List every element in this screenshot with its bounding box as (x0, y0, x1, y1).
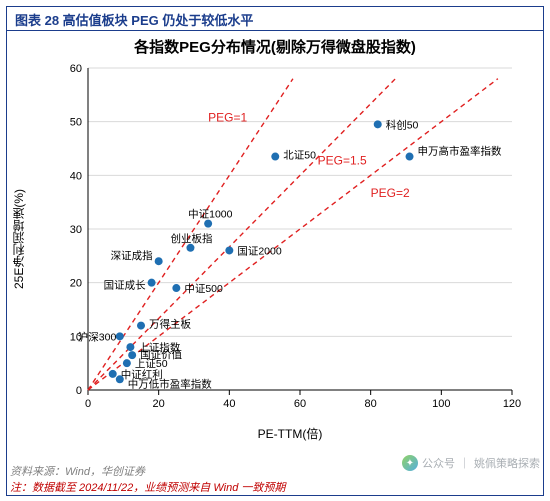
chart-area: 各指数PEG分布情况(剔除万得微盘股指数) 25E净利润增速(%) 010203… (6, 30, 544, 450)
svg-text:60: 60 (70, 63, 82, 75)
plot-region: 0102030405060020406080100120PEG=1PEG=1.5… (60, 64, 520, 414)
figure-caption: 图表 28 高估值板块 PEG 仍处于较低水平 (7, 7, 543, 31)
svg-text:20: 20 (153, 398, 165, 410)
svg-text:60: 60 (294, 398, 306, 410)
svg-text:沪深300: 沪深300 (78, 330, 117, 343)
note-line: 注：数据截至 2024/11/22，业绩预测来自 Wind 一致预期 (10, 481, 540, 497)
svg-text:创业板指: 创业板指 (170, 232, 212, 245)
y-axis-label: 25E净利润增速(%) (10, 189, 27, 289)
svg-text:中万低市盈率指数: 中万低市盈率指数 (128, 377, 212, 390)
svg-text:PEG=1.5: PEG=1.5 (318, 154, 367, 168)
svg-text:100: 100 (432, 398, 450, 410)
svg-text:PEG=1: PEG=1 (208, 111, 247, 125)
x-axis-label: PE-TTM(倍) (60, 425, 520, 442)
svg-text:PEG=2: PEG=2 (371, 186, 410, 200)
svg-text:0: 0 (85, 398, 91, 410)
y-axis-label-container: 25E净利润增速(%) (10, 64, 26, 414)
svg-text:0: 0 (76, 385, 82, 397)
scatter-svg: 0102030405060020406080100120PEG=1PEG=1.5… (60, 64, 520, 414)
svg-text:国证成长: 国证成长 (104, 280, 146, 292)
svg-text:科创50: 科创50 (386, 118, 419, 131)
svg-text:北证50: 北证50 (283, 150, 316, 162)
source-line: 资料来源：Wind，华创证券 (10, 465, 540, 481)
svg-text:40: 40 (70, 170, 82, 182)
svg-text:30: 30 (70, 224, 82, 236)
svg-text:万得主板: 万得主板 (149, 318, 191, 331)
svg-text:深证成指: 深证成指 (111, 249, 153, 262)
svg-text:中证500: 中证500 (184, 282, 223, 295)
svg-text:中证1000: 中证1000 (188, 208, 233, 221)
svg-text:申万高市盈率指数: 申万高市盈率指数 (418, 145, 502, 158)
chart-title: 各指数PEG分布情况(剔除万得微盘股指数) (6, 30, 544, 57)
svg-text:120: 120 (503, 398, 521, 410)
svg-text:80: 80 (365, 398, 377, 410)
svg-text:20: 20 (70, 278, 82, 290)
figure-footer: 资料来源：Wind，华创证券 注：数据截至 2024/11/22，业绩预测来自 … (10, 465, 540, 497)
svg-text:40: 40 (223, 398, 235, 410)
svg-text:50: 50 (70, 117, 82, 129)
svg-text:国证2000: 国证2000 (237, 245, 282, 257)
